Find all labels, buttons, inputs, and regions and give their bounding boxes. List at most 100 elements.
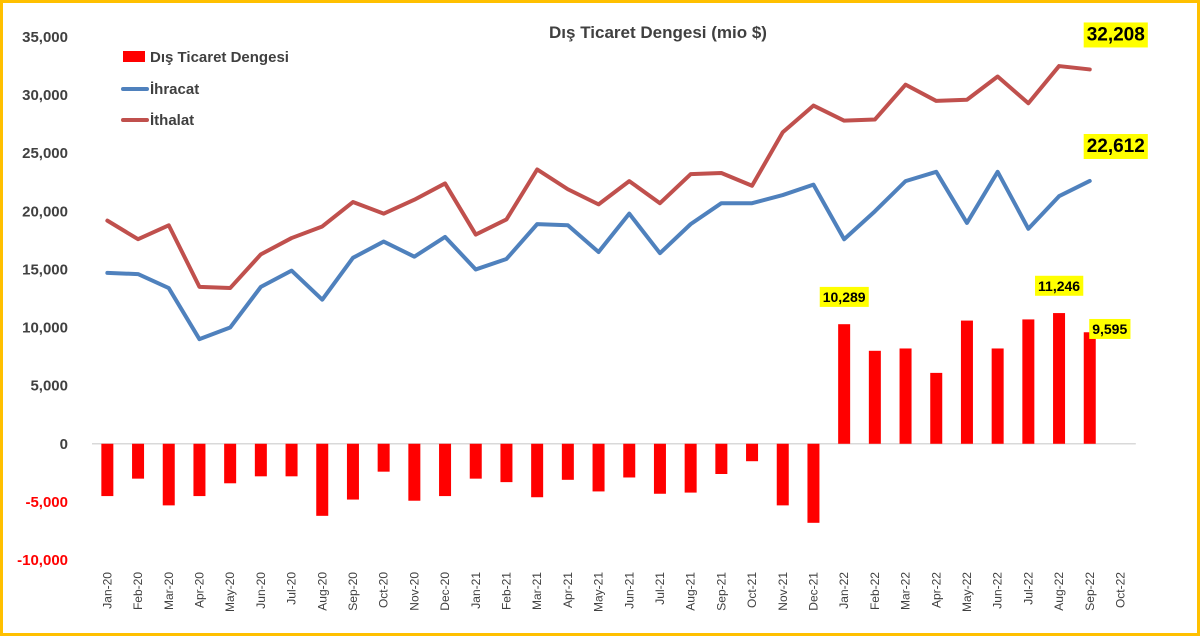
bar-Mar-22 <box>899 348 912 444</box>
x-tick-label: Jan-21 <box>469 572 483 609</box>
x-tick-label: Jun-20 <box>254 572 268 609</box>
bar-Sep-20 <box>346 443 359 500</box>
y-tick-label: 35,000 <box>22 29 68 46</box>
bar-Jan-21 <box>469 443 482 479</box>
x-tick-label: Oct-22 <box>1113 572 1127 608</box>
annotation-text: 10,289 <box>823 289 866 305</box>
x-tick-label: Feb-22 <box>868 572 882 610</box>
bar-Nov-20 <box>408 443 421 501</box>
chart-title: Dış Ticaret Dengesi (mio $) <box>549 23 767 42</box>
bar-Sep-22 <box>1083 332 1096 444</box>
annotation-label: 11,246 <box>1035 275 1084 296</box>
x-tick-label: Jul-20 <box>285 572 299 605</box>
y-tick-label: 15,000 <box>22 261 68 278</box>
bar-Jan-22 <box>838 324 851 444</box>
y-tick-label: -5,000 <box>25 494 68 511</box>
bar-Oct-20 <box>377 443 390 472</box>
annotation-label: 32,208 <box>1083 22 1148 48</box>
line-ihracat <box>105 169 1092 342</box>
x-tick-label: Apr-22 <box>929 572 943 608</box>
line-ithalat <box>105 64 1092 291</box>
bar-Nov-21 <box>776 443 789 506</box>
x-axis: Jan-20 Feb-20 Mar-20 Apr-20 May-20 Jun-20 Jul-… <box>100 572 1127 612</box>
x-tick-label: Sep-21 <box>714 572 728 611</box>
legend: Dış Ticaret Dengesi İhracat İthalat <box>121 49 289 129</box>
x-tick-label: Jul-22 <box>1021 572 1035 605</box>
y-tick-label: -10,000 <box>17 552 68 569</box>
bar-series <box>101 313 1096 523</box>
x-tick-label: Jun-21 <box>622 572 636 609</box>
annotation-highlight <box>1083 22 1148 48</box>
bar-Dec-20 <box>439 443 452 497</box>
y-tick-label: 20,000 <box>22 203 68 220</box>
annotation-text: 11,246 <box>1038 278 1080 294</box>
annotation-text: 32,208 <box>1087 24 1145 45</box>
bar-Mar-20 <box>162 443 175 506</box>
y-tick-label: 25,000 <box>22 145 68 162</box>
y-tick-label: 10,000 <box>22 320 68 337</box>
bar-Apr-22 <box>930 372 943 444</box>
y-tick-label: 0 <box>60 436 68 453</box>
annotation-text: 22,612 <box>1087 136 1145 157</box>
annotation-text: 9,595 <box>1092 321 1127 337</box>
legend-swatch-bar <box>123 51 145 62</box>
annotation-label: 9,595 <box>1089 318 1131 339</box>
line-series <box>105 64 1092 342</box>
y-axis: -10,000 -5,000 0 5,000 10,000 15,000 20,000 25,… <box>17 29 68 569</box>
x-tick-label: May-21 <box>592 572 606 612</box>
bar-Jul-20 <box>285 443 298 477</box>
bar-Jun-21 <box>623 443 636 478</box>
x-tick-label: Apr-20 <box>192 572 206 608</box>
annotation-label: 10,289 <box>819 286 869 307</box>
x-tick-label: Jan-22 <box>837 572 851 609</box>
legend-label: İthalat <box>150 112 194 129</box>
annotation-highlight <box>1083 133 1148 159</box>
bar-Jun-20 <box>254 443 267 477</box>
bar-Mar-21 <box>531 443 544 498</box>
annotation-highlight <box>1035 275 1084 296</box>
x-tick-label: Nov-20 <box>407 572 421 611</box>
y-tick-label: 30,000 <box>22 87 68 104</box>
x-tick-label: Dec-21 <box>806 572 820 611</box>
x-tick-label: Nov-21 <box>776 572 790 611</box>
bar-Feb-22 <box>868 350 881 444</box>
bar-Jun-22 <box>991 348 1004 444</box>
x-tick-label: Aug-20 <box>315 572 329 611</box>
bar-Jan-20 <box>101 443 114 497</box>
annotation-highlight <box>819 286 869 307</box>
bar-Aug-22 <box>1053 313 1066 444</box>
bar-Feb-20 <box>132 443 145 479</box>
bar-Dec-21 <box>807 443 820 523</box>
x-tick-label: Feb-21 <box>499 572 513 610</box>
x-tick-label: Sep-20 <box>346 572 360 611</box>
x-tick-label: Apr-21 <box>561 572 575 608</box>
x-tick-label: Aug-21 <box>684 572 698 611</box>
x-tick-label: Oct-20 <box>377 572 391 608</box>
x-tick-label: Jan-20 <box>100 572 114 609</box>
bar-Apr-21 <box>561 443 574 480</box>
x-tick-label: Jun-22 <box>991 572 1005 609</box>
x-tick-label: May-22 <box>960 572 974 612</box>
annotation-highlight <box>1089 318 1131 339</box>
y-tick-label: 5,000 <box>30 378 68 395</box>
bar-May-21 <box>592 443 605 492</box>
bar-May-20 <box>224 443 237 484</box>
x-tick-label: Oct-21 <box>745 572 759 608</box>
bar-Sep-21 <box>715 443 728 474</box>
x-tick-label: May-20 <box>223 572 237 612</box>
x-tick-label: Mar-20 <box>162 572 176 610</box>
bar-Jul-21 <box>653 443 666 494</box>
x-tick-label: Mar-22 <box>899 572 913 610</box>
x-tick-label: Feb-20 <box>131 572 145 610</box>
x-tick-label: Dec-20 <box>438 572 452 611</box>
x-tick-label: Aug-22 <box>1052 572 1066 611</box>
bar-May-22 <box>960 320 973 444</box>
bar-Aug-21 <box>684 443 697 493</box>
x-tick-label: Mar-21 <box>530 572 544 610</box>
bar-Feb-21 <box>500 443 513 483</box>
bar-Oct-21 <box>746 443 759 462</box>
x-tick-label: Sep-22 <box>1083 572 1097 611</box>
annotations: 32,208 22,612 10,289 11,246 9,595 <box>819 22 1148 339</box>
